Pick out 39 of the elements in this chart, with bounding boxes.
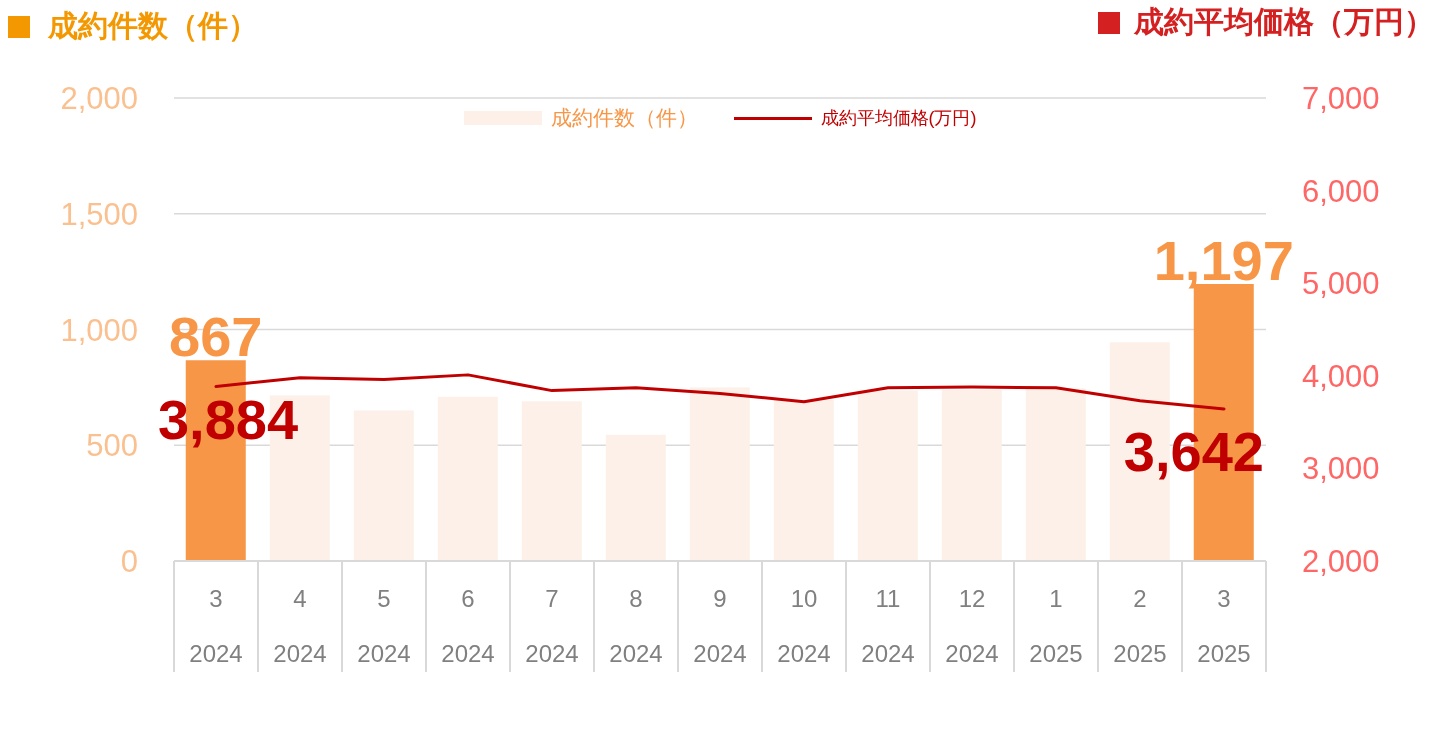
x-tick-label: 6 2024	[441, 585, 495, 667]
bar	[521, 401, 582, 561]
x-tick-label: 3 2024	[189, 585, 243, 667]
y2-axis-title: 成約平均価格（万円）	[1134, 4, 1434, 40]
y2-tick-label: 5,000	[1302, 266, 1380, 302]
y2-tick-label: 3,000	[1302, 451, 1380, 487]
bar	[857, 390, 918, 561]
y2-tick-label: 2,000	[1302, 544, 1380, 580]
data-label: 1,197	[1153, 228, 1294, 292]
y-tick-label: 0	[120, 544, 138, 580]
legend-label: 成約件数（件）	[550, 105, 698, 131]
bar	[1025, 388, 1086, 561]
x-tick-label: 7 2024	[525, 585, 579, 667]
bar	[941, 389, 1002, 561]
x-tick-label: 8 2024	[609, 585, 663, 667]
bar	[773, 400, 834, 561]
legend-label: 成約平均価格(万円)	[820, 107, 977, 130]
x-tick-label: 12 2024	[945, 585, 999, 667]
x-tick-label: 4 2024	[273, 585, 327, 667]
x-tick-label: 1 2025	[1029, 585, 1083, 667]
x-tick-label: 3 2025	[1197, 585, 1251, 667]
bar	[605, 434, 666, 561]
x-tick-label: 5 2024	[357, 585, 411, 667]
data-label: 867	[169, 305, 263, 369]
y-tick-label: 1,000	[60, 312, 138, 348]
y2-tick-label: 6,000	[1302, 173, 1380, 209]
y2-tick-label: 4,000	[1302, 358, 1380, 394]
x-tick-label: 9 2024	[693, 585, 747, 667]
y-tick-label: 2,000	[60, 81, 138, 116]
y-axis-title: 成約件数（件）	[48, 8, 258, 44]
y-tick-label: 500	[86, 428, 138, 464]
x-tick-label: 11 2024	[861, 585, 915, 667]
x-tick-label: 10 2024	[777, 585, 831, 667]
x-tick-label: 2 2025	[1113, 585, 1167, 667]
bar	[437, 396, 498, 561]
bar	[353, 410, 414, 561]
y2-tick-label: 7,000	[1302, 81, 1380, 116]
y-tick-label: 1,500	[60, 196, 138, 232]
bar	[689, 387, 750, 561]
